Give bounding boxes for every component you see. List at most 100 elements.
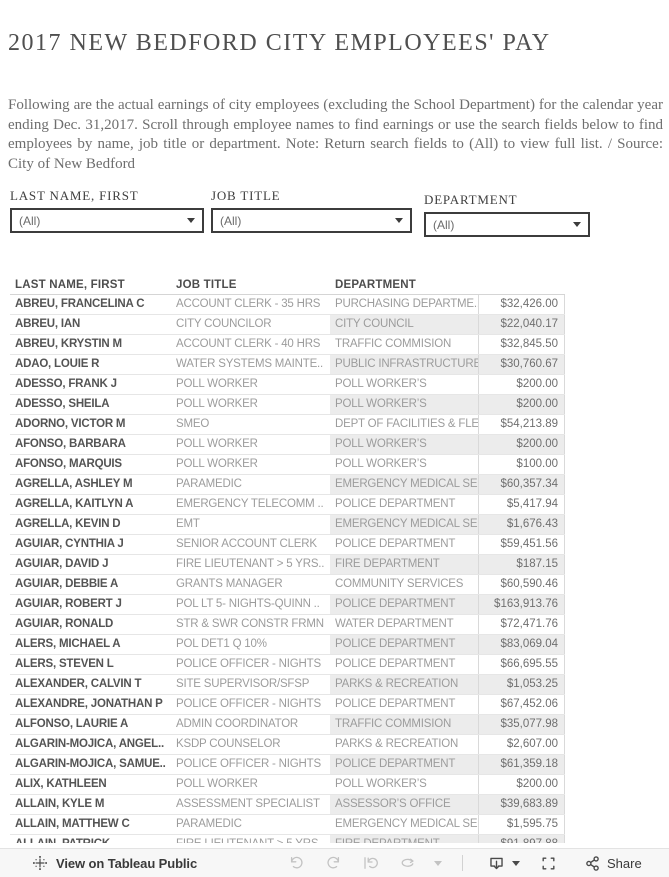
table-row[interactable]: ABREU, KRYSTIN M ACCOUNT CLERK - 40 HRS … xyxy=(10,335,565,355)
pay-cell: $1,053.25 xyxy=(478,675,565,694)
table-row[interactable]: ALLAIN, KYLE M ASSESSMENT SPECIALIST ASS… xyxy=(10,795,565,815)
table-row[interactable]: AFONSO, BARBARA POLL WORKER POLL WORKER’… xyxy=(10,435,565,455)
pay-cell: $200.00 xyxy=(478,395,565,414)
chevron-down-icon xyxy=(395,218,403,223)
pay-cell: $200.00 xyxy=(478,375,565,394)
refresh-button[interactable] xyxy=(400,855,416,871)
department-cell: POLL WORKER’S xyxy=(335,458,427,470)
table-row[interactable]: ALGARIN-MOJICA, ANGEL.. KSDP COUNSELOR P… xyxy=(10,735,565,755)
department-cell: EMERGENCY MEDICAL SE.. xyxy=(330,515,478,534)
table-row[interactable]: AFONSO, MARQUIS POLL WORKER POLL WORKER’… xyxy=(10,455,565,475)
job-title-cell: EMT xyxy=(176,518,200,530)
table-row[interactable]: AGUIAR, RONALD STR & SWR CONSTR FRMN WAT… xyxy=(10,615,565,635)
last-name-dropdown-value: (All) xyxy=(19,213,41,228)
job-title-cell: ASSESSMENT SPECIALIST xyxy=(176,798,320,810)
table-row[interactable]: ALEXANDER, CALVIN T SITE SUPERVISOR/SFSP… xyxy=(10,675,565,695)
employee-name-cell: ALLAIN, KYLE M xyxy=(15,798,105,810)
employee-name-cell: ADESSO, SHEILA xyxy=(15,398,110,410)
employee-name-cell: AGUIAR, DEBBIE A xyxy=(15,578,119,590)
employee-name-cell: ABREU, FRANCELINA C xyxy=(15,298,145,310)
table-row[interactable]: AGRELLA, KAITLYN A EMERGENCY TELECOMM ..… xyxy=(10,495,565,515)
filter-last-name-label: LAST NAME, FIRST xyxy=(10,188,139,203)
pay-cell: $1,676.43 xyxy=(478,515,565,534)
department-cell: POLL WORKER’S xyxy=(330,395,478,414)
table-row[interactable]: ADAO, LOUIE R WATER SYSTEMS MAINTE.. PUB… xyxy=(10,355,565,375)
reset-button[interactable] xyxy=(362,855,378,871)
table-row[interactable]: ABREU, IAN CITY COUNCILOR CITY COUNCIL $… xyxy=(10,315,565,335)
employee-name-cell: AGUIAR, DAVID J xyxy=(15,558,109,570)
filter-department: DEPARTMENT (All) xyxy=(424,192,590,237)
job-title-cell: POLL WORKER xyxy=(176,378,258,390)
table-row[interactable]: ALIX, KATHLEEN POLL WORKER POLL WORKER’S… xyxy=(10,775,565,795)
undo-button[interactable] xyxy=(288,855,304,871)
filter-job-title: JOB TITLE (All) xyxy=(211,188,412,233)
table-row[interactable]: ALGARIN-MOJICA, SAMUE.. POLICE OFFICER -… xyxy=(10,755,565,775)
table-body: ABREU, FRANCELINA C ACCOUNT CLERK - 35 H… xyxy=(10,295,565,843)
page-title: 2017 NEW BEDFORD CITY EMPLOYEES' PAY xyxy=(8,30,551,56)
table-row[interactable]: ADESSO, FRANK J POLL WORKER POLL WORKER’… xyxy=(10,375,565,395)
table-row[interactable]: AGRELLA, KEVIN D EMT EMERGENCY MEDICAL S… xyxy=(10,515,565,535)
last-name-dropdown[interactable]: (All) xyxy=(10,208,204,233)
department-dropdown[interactable]: (All) xyxy=(424,212,590,237)
job-title-cell: SITE SUPERVISOR/SFSP xyxy=(176,678,310,690)
job-title-cell: POLL WORKER xyxy=(176,398,258,410)
department-cell: POLICE DEPARTMENT xyxy=(330,595,478,614)
table-row[interactable]: AGUIAR, CYNTHIA J SENIOR ACCOUNT CLERK P… xyxy=(10,535,565,555)
employee-name-cell: AGUIAR, RONALD xyxy=(15,618,114,630)
table-row[interactable]: AGUIAR, DEBBIE A GRANTS MANAGER COMMUNIT… xyxy=(10,575,565,595)
job-title-cell: ACCOUNT CLERK - 40 HRS xyxy=(176,338,321,350)
department-cell: POLL WORKER’S xyxy=(335,778,427,790)
table-row[interactable]: ALLAIN, PATRICK FIRE LIEUTENANT > 5 YRS.… xyxy=(10,835,565,843)
job-title-cell: PARAMEDIC xyxy=(176,478,242,490)
pay-cell: $67,452.06 xyxy=(478,695,565,714)
table-row[interactable]: ALERS, MICHAEL A POL DET1 Q 10% POLICE D… xyxy=(10,635,565,655)
employee-name-cell: ALERS, MICHAEL A xyxy=(15,638,121,650)
table-row[interactable]: ALEXANDRE, JONATHAN P POLICE OFFICER - N… xyxy=(10,695,565,715)
job-title-cell: ACCOUNT CLERK - 35 HRS xyxy=(176,298,321,310)
pay-cell: $187.15 xyxy=(478,555,565,574)
redo-button[interactable] xyxy=(326,855,342,871)
pay-cell: $72,471.76 xyxy=(478,615,565,634)
employee-name-cell: ALIX, KATHLEEN xyxy=(15,778,107,790)
table-row[interactable]: ALERS, STEVEN L POLICE OFFICER - NIGHTS … xyxy=(10,655,565,675)
table-row[interactable]: ALFONSO, LAURIE A ADMIN COORDINATOR TRAF… xyxy=(10,715,565,735)
table-row[interactable]: ADORNO, VICTOR M SMEO DEPT OF FACILITIES… xyxy=(10,415,565,435)
department-cell: PARKS & RECREATION xyxy=(335,738,459,750)
job-title-cell: WATER SYSTEMS MAINTE.. xyxy=(176,358,324,370)
employee-name-cell: AGRELLA, KAITLYN A xyxy=(15,498,134,510)
pay-cell: $83,069.04 xyxy=(478,635,565,654)
table-header: LAST NAME, FIRST JOB TITLE DEPARTMENT xyxy=(10,277,565,295)
share-label: Share xyxy=(607,855,642,871)
share-icon xyxy=(586,855,599,871)
table-row[interactable]: AGUIAR, ROBERT J POL LT 5- NIGHTS-QUINN … xyxy=(10,595,565,615)
department-cell: TRAFFIC COMMISION xyxy=(335,338,452,350)
department-cell: POLICE DEPARTMENT xyxy=(335,698,456,710)
pay-cell: $59,451.56 xyxy=(478,535,565,554)
filter-department-label: DEPARTMENT xyxy=(424,192,518,207)
pay-cell: $66,695.55 xyxy=(478,655,565,674)
pay-cell: $100.00 xyxy=(478,455,565,474)
employee-name-cell: AFONSO, BARBARA xyxy=(15,438,126,450)
job-title-cell: SENIOR ACCOUNT CLERK xyxy=(176,538,317,550)
table-row[interactable]: AGUIAR, DAVID J FIRE LIEUTENANT > 5 YRS.… xyxy=(10,555,565,575)
column-header-pay xyxy=(478,277,565,293)
table-row[interactable]: ADESSO, SHEILA POLL WORKER POLL WORKER’S… xyxy=(10,395,565,415)
table-row[interactable]: ABREU, FRANCELINA C ACCOUNT CLERK - 35 H… xyxy=(10,295,565,315)
view-on-tableau-public-link[interactable]: View on Tableau Public xyxy=(32,849,197,877)
refresh-caret-icon[interactable] xyxy=(434,861,442,866)
department-cell: WATER DEPARTMENT xyxy=(335,618,454,630)
department-cell: FIRE DEPARTMENT xyxy=(330,555,478,574)
download-caret-icon[interactable] xyxy=(512,861,520,866)
pay-cell: $54,213.89 xyxy=(478,415,565,434)
table-row[interactable]: ALLAIN, MATTHEW C PARAMEDIC EMERGENCY ME… xyxy=(10,815,565,835)
job-title-cell: KSDP COUNSELOR xyxy=(176,738,281,750)
table-row[interactable]: AGRELLA, ASHLEY M PARAMEDIC EMERGENCY ME… xyxy=(10,475,565,495)
download-button[interactable] xyxy=(488,855,504,871)
share-button[interactable]: Share xyxy=(584,849,642,877)
department-cell: POLICE DEPARTMENT xyxy=(330,755,478,774)
department-cell: CITY COUNCIL xyxy=(330,315,478,334)
job-title-dropdown[interactable]: (All) xyxy=(211,208,412,233)
fullscreen-icon xyxy=(542,857,555,870)
employee-name-cell: AFONSO, MARQUIS xyxy=(15,458,122,470)
fullscreen-button[interactable] xyxy=(540,855,556,871)
